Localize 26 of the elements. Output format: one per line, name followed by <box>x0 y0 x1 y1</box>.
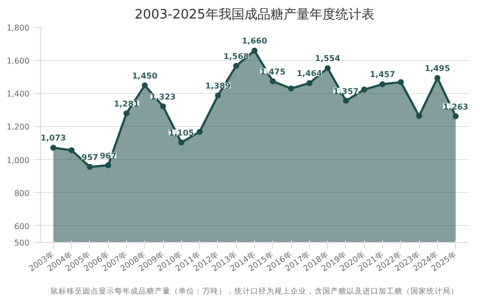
data-label: 1,554 <box>315 54 341 64</box>
data-label: 1,389 <box>205 81 232 90</box>
data-label: 1,457 <box>370 70 396 80</box>
y-tick-label: 800 <box>14 188 30 198</box>
data-label: 1,495 <box>424 64 450 73</box>
y-tick-label: 500 <box>14 238 30 248</box>
data-label: 1,568 <box>224 52 250 61</box>
data-label: 1,263 <box>443 102 468 112</box>
data-label: 1,464 <box>296 69 322 78</box>
data-label: 1,281 <box>114 99 140 108</box>
data-label: 1,660 <box>242 36 268 46</box>
data-label: 1,475 <box>260 67 286 76</box>
data-label: 1,450 <box>132 71 158 80</box>
data-label: 1,073 <box>40 134 66 143</box>
y-tick-label: 1,600 <box>6 56 30 66</box>
data-label: 1,323 <box>150 92 176 102</box>
y-tick-label: 600 <box>14 222 30 231</box>
data-label: 1,105 <box>168 128 194 138</box>
y-tick-label: 1,400 <box>6 90 30 99</box>
data-label: 957 <box>82 152 98 162</box>
chart-title: 2003-2025年我国成品糖产量年度统计表 <box>134 6 374 22</box>
y-tick-label: 1,800 <box>6 24 30 32</box>
y-tick-label: 1,000 <box>6 156 30 165</box>
data-label: 1,357 <box>333 86 359 96</box>
y-tick-label: 1,200 <box>6 122 30 132</box>
data-label: 967 <box>100 151 117 160</box>
